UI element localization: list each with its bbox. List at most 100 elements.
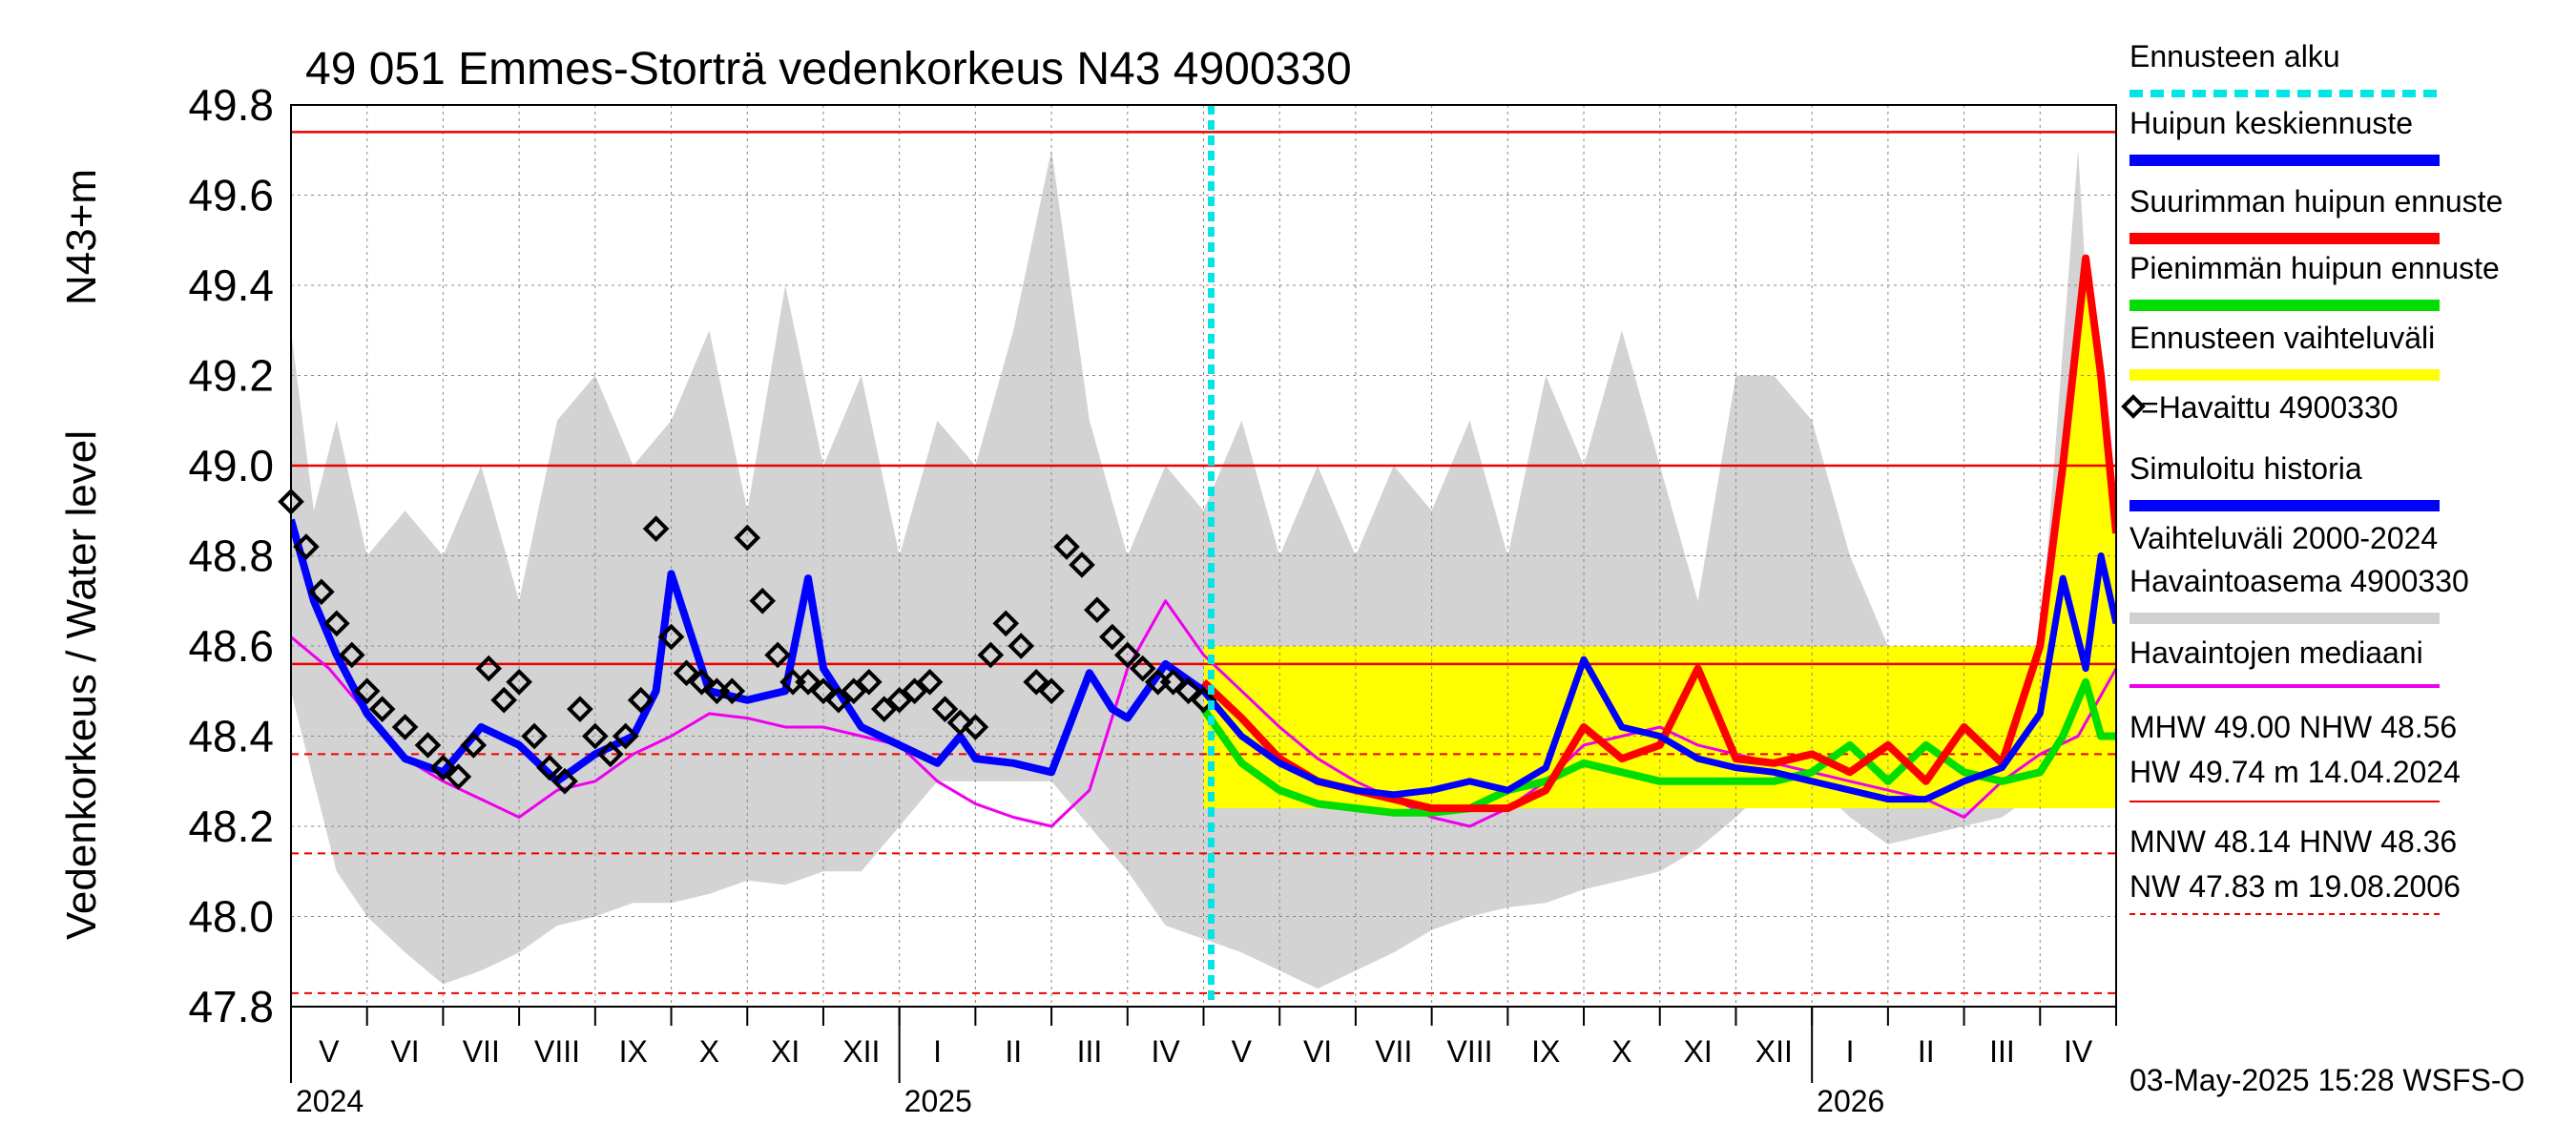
x-month-label: VII — [1375, 1034, 1412, 1069]
observed-point — [688, 668, 716, 696]
min-peak-forecast-line — [1200, 677, 2116, 817]
x-month-label: XI — [1683, 1034, 1712, 1069]
observed-point — [1113, 641, 1141, 669]
observed-point — [825, 686, 852, 714]
observed-point — [734, 524, 761, 552]
observed-point — [414, 732, 442, 759]
observed-point — [353, 677, 381, 705]
observed-point — [596, 740, 624, 768]
observed-point — [627, 686, 654, 714]
observed-point — [1129, 655, 1156, 682]
observed-point — [1008, 633, 1035, 659]
observed-point — [946, 709, 974, 737]
x-month-label: V — [1232, 1034, 1253, 1069]
y-tick-label: 49.6 — [188, 171, 274, 220]
observed-point — [475, 655, 503, 682]
y-tick-label: 48.4 — [188, 712, 274, 761]
observed-point — [1190, 686, 1217, 714]
x-month-label: X — [699, 1034, 719, 1069]
x-month-label: IX — [619, 1034, 648, 1069]
observed-point — [962, 714, 989, 740]
observed-point — [673, 659, 700, 687]
stats-text: HW 49.74 m 14.04.2024 — [2129, 755, 2461, 789]
observed-point — [551, 767, 578, 795]
x-year-label: 2024 — [296, 1084, 364, 1118]
x-month-label: IV — [1152, 1034, 1181, 1069]
observed-point — [795, 668, 821, 696]
observed-point — [977, 641, 1005, 669]
legend: Ennusteen alku Huipun keskiennuste Suurimm… — [2121, 39, 2503, 915]
y-tick-label: 49.0 — [188, 441, 274, 490]
observed-point — [490, 686, 518, 714]
y-tick-label: 49.4 — [188, 260, 274, 310]
y-tick-label: 48.6 — [188, 621, 274, 671]
observed-point — [1084, 596, 1111, 624]
observed-point — [536, 754, 563, 781]
legend-label: Ennusteen vaihteluväli — [2129, 321, 2435, 355]
observed-point — [1053, 533, 1080, 560]
observed-point — [1038, 677, 1065, 705]
x-month-label: II — [1005, 1034, 1022, 1069]
observed-point — [931, 696, 959, 722]
y-tick-label: 48.0 — [188, 892, 274, 942]
x-month-label: X — [1611, 1034, 1631, 1069]
x-month-label: VI — [390, 1034, 419, 1069]
observed-point — [642, 515, 670, 542]
mean-peak-forecast-line — [1200, 552, 2116, 803]
legend-label: Havaintoasema 4900330 — [2129, 564, 2469, 598]
observed-point — [841, 677, 867, 705]
variation-band-2000-2024 — [291, 150, 2116, 989]
legend-label: Pienimmän huipun ennuste — [2129, 251, 2500, 285]
stats-text: NW 47.83 m 19.08.2006 — [2129, 869, 2461, 904]
observed-point — [1099, 623, 1126, 651]
observed-point — [338, 641, 365, 669]
x-month-label: VIII — [534, 1034, 580, 1069]
observed-point — [810, 677, 837, 705]
x-month-label: III — [1989, 1034, 2015, 1069]
observed-point — [1069, 552, 1095, 578]
x-month-label: VIII — [1446, 1034, 1492, 1069]
observed-point — [901, 677, 928, 705]
observed-point — [1159, 668, 1187, 696]
x-month-label: XI — [771, 1034, 800, 1069]
observed-point — [992, 610, 1020, 637]
observed-point — [916, 668, 944, 696]
x-month-label: IX — [1531, 1034, 1560, 1069]
observed-point — [308, 578, 335, 606]
stats-text: MHW 49.00 NHW 48.56 — [2129, 710, 2457, 744]
x-month-label: XII — [1755, 1034, 1793, 1069]
x-month-label: XII — [842, 1034, 880, 1069]
x-year-label: 2026 — [1817, 1084, 1884, 1118]
observed-point — [855, 668, 883, 696]
x-month-label: IV — [2064, 1034, 2093, 1069]
observed-point — [657, 623, 685, 651]
legend-label: Vaihteluväli 2000-2024 — [2129, 521, 2438, 555]
observed-point — [445, 763, 472, 790]
plot-area: 47.8 48.0 48.2 48.4 48.6 48.8 49.0 49.2 49.4 49.6… — [188, 80, 2117, 1118]
y-tick-label: 47.8 — [188, 982, 274, 1031]
legend-label: =Havaittu 4900330 — [2141, 390, 2399, 425]
chart-title: 49 051 Emmes-Storträ vedenkorkeus N43 49… — [305, 44, 1352, 94]
x-month-label: II — [1918, 1034, 1935, 1069]
legend-marker — [2121, 394, 2146, 419]
x-month-label: VII — [463, 1034, 500, 1069]
legend-label: Huipun keskiennuste — [2129, 106, 2413, 140]
y-tick-label: 48.8 — [188, 531, 274, 581]
observed-point — [1023, 668, 1049, 696]
observed-point — [567, 696, 593, 722]
y-axis-label-unit: N43+m — [58, 169, 105, 305]
observed-point — [506, 668, 532, 696]
observed-point — [429, 754, 457, 781]
y-axis-label-main: Vedenkorkeus / Water level — [58, 430, 105, 940]
x-month-label: V — [319, 1034, 340, 1069]
y-tick-label: 48.2 — [188, 802, 274, 851]
observed-point — [885, 686, 913, 714]
legend-label: Suurimman huipun ennuste — [2129, 184, 2503, 219]
x-month-label: I — [1846, 1034, 1855, 1069]
stats-text: MNW 48.14 HNW 48.36 — [2129, 824, 2457, 859]
legend-label: Ennusteen alku — [2129, 39, 2340, 73]
observed-point — [368, 696, 396, 722]
observed-point — [764, 641, 791, 669]
observed-point — [460, 732, 488, 759]
